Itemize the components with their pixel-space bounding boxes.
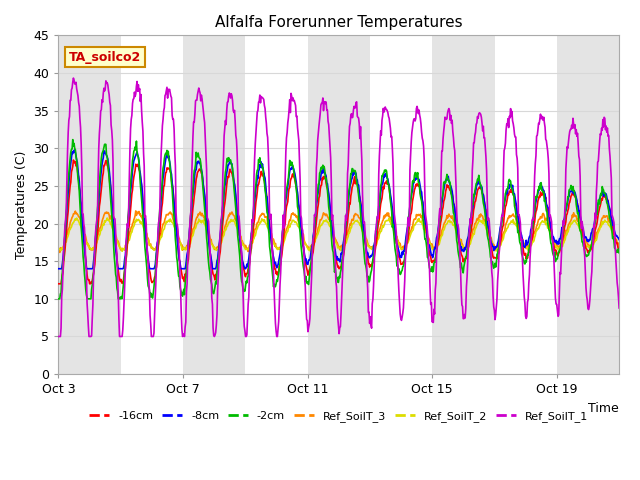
Bar xyxy=(183,36,245,374)
Title: Alfalfa Forerunner Temperatures: Alfalfa Forerunner Temperatures xyxy=(215,15,463,30)
Y-axis label: Temperatures (C): Temperatures (C) xyxy=(15,151,28,259)
Text: TA_soilco2: TA_soilco2 xyxy=(68,51,141,64)
Bar xyxy=(432,36,495,374)
X-axis label: Time: Time xyxy=(588,402,619,415)
Bar xyxy=(58,36,121,374)
Legend: -16cm, -8cm, -2cm, Ref_SoilT_3, Ref_SoilT_2, Ref_SoilT_1: -16cm, -8cm, -2cm, Ref_SoilT_3, Ref_Soil… xyxy=(85,407,593,426)
Bar xyxy=(308,36,370,374)
Bar xyxy=(557,36,619,374)
